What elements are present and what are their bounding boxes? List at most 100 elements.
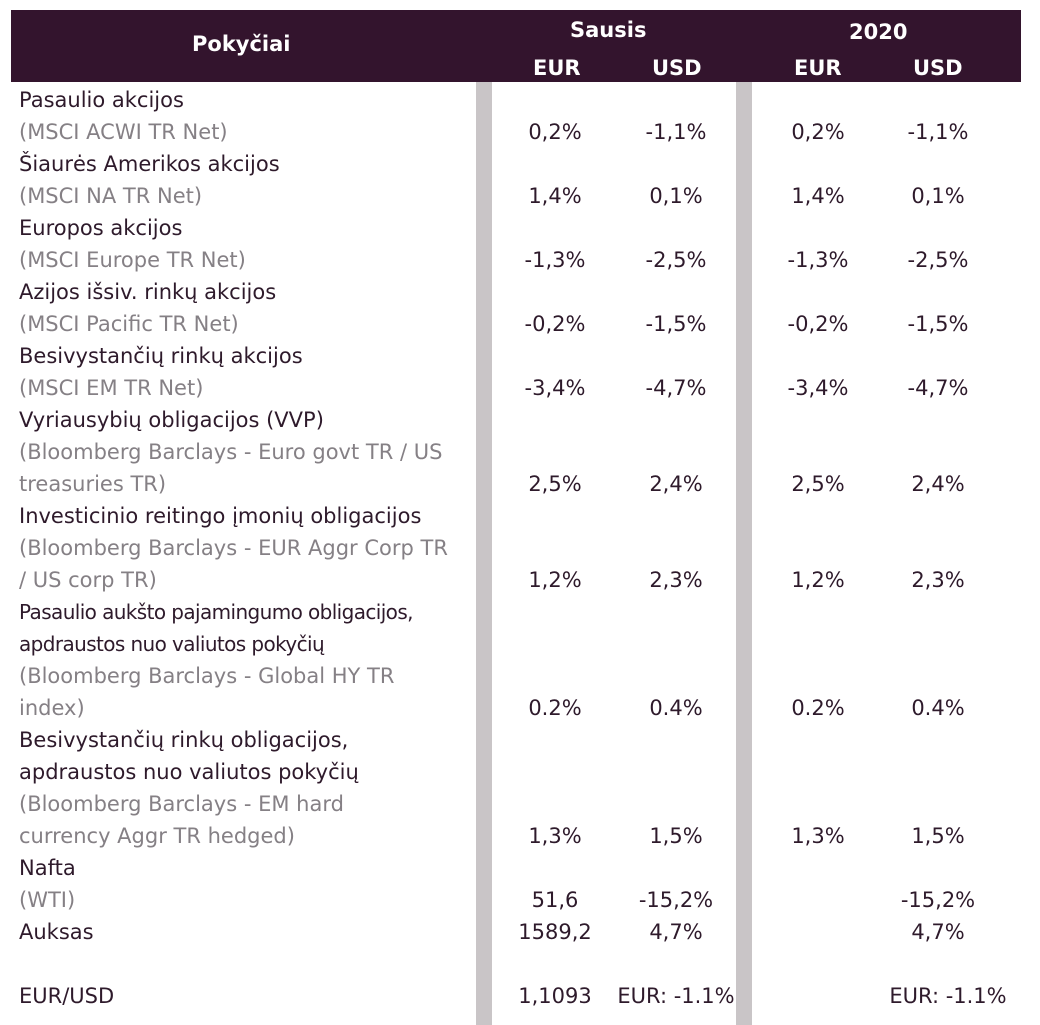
value-2020-eur: -3,4% [787,376,849,400]
value-sausis-eur: 51,6 [531,888,579,912]
value-sausis-usd: -1,1% [645,120,707,144]
asset-name: Investicinio reitingo įmonių obligacijos [19,504,422,528]
table-row: Auksas 1589,2 4,7% 4,7% [0,916,1040,948]
value-sausis-eur: -1,3% [524,248,586,272]
asset-name: Auksas [19,920,94,944]
asset-name: Europos akcijos [19,216,183,240]
row-label: Auksas [19,916,479,948]
column-usd-2020: USD [913,56,963,80]
table-row: Nafta (WTI) 51,6 -15,2% -15,2% [0,852,1040,916]
value-sausis-eur: 0.2% [528,696,582,720]
index-name: (MSCI Pacific TR Net) [19,312,239,336]
value-2020-eur: 0.2% [791,696,845,720]
table-row: Besivystančių rinkų akcijos (MSCI EM TR … [0,340,1040,404]
row-label: EUR/USD [19,980,479,1012]
column-group-2020: 2020 [849,20,908,44]
index-name: (WTI) [19,888,76,912]
value-2020-usd: -4,7% [907,376,969,400]
value-sausis-eur: 1,2% [528,568,582,592]
row-label: Nafta (WTI) [19,852,479,916]
value-sausis-usd: -1,5% [645,312,707,336]
column-eur-sausis: EUR [533,56,581,80]
row-label: Besivystančių rinkų obligacijos, apdraus… [19,724,459,852]
table-row: Investicinio reitingo įmonių obligacijos… [0,500,1040,596]
index-name: (Bloomberg Barclays - EM hard currency A… [19,792,344,848]
asset-name: EUR/USD [19,984,115,1008]
row-label: Vyriausybių obligacijos (VVP) (Bloomberg… [19,404,459,500]
value-sausis-usd: -2,5% [645,248,707,272]
value-sausis-eur: 0,2% [528,120,582,144]
value-sausis-eur: -0,2% [524,312,586,336]
table-row: Vyriausybių obligacijos (VVP) (Bloomberg… [0,404,1040,500]
value-2020-usd: 4,7% [911,920,965,944]
value-2020-usd: 2,4% [911,472,965,496]
asset-name: Pasaulio akcijos [19,88,184,112]
table-header: Pokyčiai Sausis 2020 EUR USD EUR USD [11,10,1021,82]
row-label: Šiaurės Amerikos akcijos (MSCI NA TR Net… [19,148,479,212]
value-2020-eur: 0,2% [791,120,845,144]
value-2020-eur: -1,3% [787,248,849,272]
value-2020-usd: 2,3% [911,568,965,592]
value-2020-usd: -2,5% [907,248,969,272]
value-2020-eur: 1,3% [791,824,845,848]
value-sausis-usd: -4,7% [645,376,707,400]
value-2020-eur: 1,2% [791,568,845,592]
row-label: Investicinio reitingo įmonių obligacijos… [19,500,459,596]
value-2020-usd: -1,1% [907,120,969,144]
column-title-pokyciai: Pokyčiai [192,32,291,56]
index-name: (MSCI Europe TR Net) [19,248,246,272]
column-eur-2020: EUR [794,56,842,80]
table-row: Šiaurės Amerikos akcijos (MSCI NA TR Net… [0,148,1040,212]
column-separator [476,82,492,1025]
column-usd-sausis: USD [652,56,702,80]
row-label: Europos akcijos (MSCI Europe TR Net) [19,212,479,276]
value-sausis-usd: 2,4% [649,472,703,496]
value-2020-usd: -1,5% [907,312,969,336]
index-name: (Bloomberg Barclays - Global HY TR index… [19,664,395,720]
value-2020-usd: EUR: -1.1% [889,984,1007,1008]
value-sausis-usd: 0,1% [649,184,703,208]
value-2020-usd: 1,5% [911,824,965,848]
value-sausis-usd: 1,5% [649,824,703,848]
value-2020-eur: 1,4% [791,184,845,208]
value-2020-usd: -15,2% [900,888,976,912]
value-2020-usd: 0,1% [911,184,965,208]
asset-name: Besivystančių rinkų akcijos [19,344,303,368]
value-sausis-usd: 4,7% [649,920,703,944]
table-row: Azijos išsiv. rinkų akcijos (MSCI Pacifi… [0,276,1040,340]
value-2020-eur: 2,5% [791,472,845,496]
column-separator [736,82,752,1025]
value-2020-usd: 0.4% [911,696,965,720]
value-sausis-eur: 1,1093 [518,984,592,1008]
index-name: (MSCI NA TR Net) [19,184,203,208]
table-row: Besivystančių rinkų obligacijos, apdraus… [0,724,1040,852]
value-sausis-eur: 1589,2 [518,920,592,944]
value-2020-eur: -0,2% [787,312,849,336]
table-row: Europos akcijos (MSCI Europe TR Net) -1,… [0,212,1040,276]
asset-name: Nafta [19,856,76,880]
asset-name: Azijos išsiv. rinkų akcijos [19,280,277,304]
asset-name: Besivystančių rinkų obligacijos, apdraus… [19,728,359,784]
value-sausis-eur: -3,4% [524,376,586,400]
row-label: Pasaulio aukšto pajamingumo obligacijos,… [19,596,459,724]
index-name: (Bloomberg Barclays - Euro govt TR / US … [19,440,443,496]
asset-name: Šiaurės Amerikos akcijos [19,152,280,176]
asset-name: Vyriausybių obligacijos (VVP) [19,408,324,432]
index-name: (MSCI ACWI TR Net) [19,120,228,144]
table-row: Pasaulio akcijos (MSCI ACWI TR Net) 0,2%… [0,84,1040,148]
row-label: Besivystančių rinkų akcijos (MSCI EM TR … [19,340,479,404]
value-sausis-usd: -15,2% [638,888,714,912]
row-label: Pasaulio akcijos (MSCI ACWI TR Net) [19,84,479,148]
table-row: Pasaulio aukšto pajamingumo obligacijos,… [0,596,1040,724]
index-name: (MSCI EM TR Net) [19,376,204,400]
column-group-sausis: Sausis [570,18,647,42]
index-name: (Bloomberg Barclays - EUR Aggr Corp TR /… [19,536,448,592]
table-row: EUR/USD 1,1093 EUR: -1.1% EUR: -1.1% [0,980,1040,1012]
value-sausis-usd: EUR: -1.1% [617,984,735,1008]
value-sausis-eur: 1,3% [528,824,582,848]
value-sausis-usd: 2,3% [649,568,703,592]
value-sausis-eur: 1,4% [528,184,582,208]
value-sausis-eur: 2,5% [528,472,582,496]
row-label: Azijos išsiv. rinkų akcijos (MSCI Pacifi… [19,276,479,340]
value-sausis-usd: 0.4% [649,696,703,720]
